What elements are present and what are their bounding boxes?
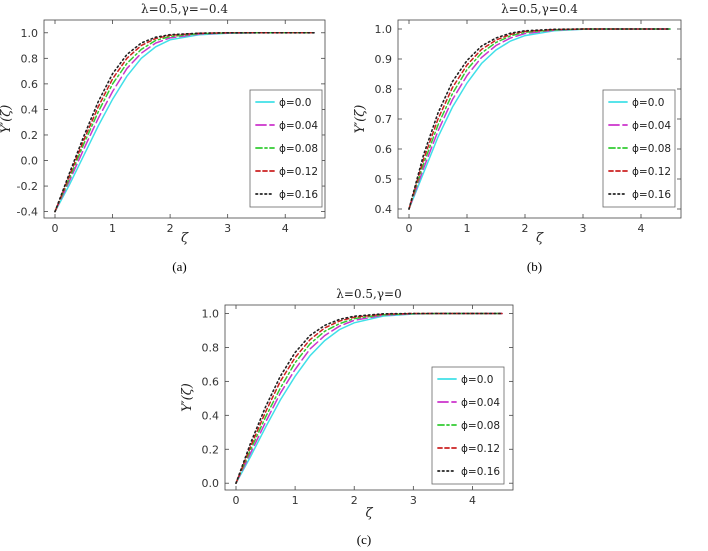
y-axis-label: Y′(ζ)	[353, 105, 368, 134]
series-line-4	[235, 312, 503, 484]
y-tick-label: 0.2	[21, 129, 39, 142]
y-tick-label: 0.2	[202, 443, 220, 456]
y-tick-label: -0.4	[17, 206, 38, 219]
legend-label-4: ϕ=0.16	[461, 466, 500, 478]
y-tick-label: 0.6	[375, 143, 393, 156]
series-line-4	[54, 31, 315, 213]
legend-label-3: ϕ=0.12	[461, 443, 500, 455]
legend-label-0: ϕ=0.0	[461, 374, 493, 386]
x-tick-label: 4	[282, 222, 289, 235]
y-axis-label: Y′(ζ)	[180, 383, 195, 412]
x-tick-label: 2	[522, 222, 529, 235]
legend-label-3: ϕ=0.12	[279, 166, 318, 178]
y-tick-label: 0.8	[202, 341, 220, 354]
x-tick-label: 0	[52, 222, 59, 235]
series-line-4	[408, 28, 671, 210]
legend: ϕ=0.0 ϕ=0.04 ϕ=0.08 ϕ=0.12 ϕ=0.16	[602, 89, 676, 208]
legend-label-1: ϕ=0.04	[461, 397, 500, 409]
chart-panel-2: λ=0.5,γ=0 0 1 2 3 4 0.0 0.2 0.4 0.6 0.8 1.0 ζ Y′(ζ) (c…	[180, 287, 514, 547]
chart-panel-0: λ=0.5,γ=−0.4 0 1 2 3 4 -0.4 -0.2 0.0 0.2 0.4 0.6 0.8…	[0, 2, 326, 274]
chart-panel-1: λ=0.5,γ=0.4 0 1 2 3 4 0.4 0.5 0.6 0.7 0.8 0.9 1.0 ζ Y′…	[353, 2, 682, 274]
legend-label-3: ϕ=0.12	[632, 166, 671, 178]
legend-label-0: ϕ=0.0	[279, 97, 311, 109]
legend-label-2: ϕ=0.08	[461, 420, 500, 432]
y-tick-label: -0.2	[17, 180, 38, 193]
x-tick-label: 1	[464, 222, 471, 235]
x-tick-label: 3	[410, 494, 417, 507]
x-tick-label: 4	[469, 494, 476, 507]
y-axis-label: Y′(ζ)	[0, 105, 14, 134]
y-tick-label: 0.9	[375, 53, 393, 66]
x-axis-label: ζ	[365, 506, 373, 521]
y-tick-label: 1.0	[202, 307, 220, 320]
x-axis-label: ζ	[181, 231, 189, 246]
legend-label-1: ϕ=0.04	[632, 120, 671, 132]
legend-label-2: ϕ=0.08	[279, 143, 318, 155]
legend: ϕ=0.0 ϕ=0.04 ϕ=0.08 ϕ=0.12 ϕ=0.16	[431, 366, 505, 485]
chart-title: λ=0.5,γ=0	[336, 287, 401, 301]
y-tick-label: 0.8	[375, 83, 393, 96]
x-tick-label: 3	[580, 222, 587, 235]
y-tick-label: 0.6	[202, 375, 220, 388]
x-tick-label: 1	[292, 494, 299, 507]
chart-title: λ=0.5,γ=−0.4	[141, 2, 228, 16]
y-tick-label: 0.7	[375, 113, 393, 126]
legend-label-1: ϕ=0.04	[279, 120, 318, 132]
subfigure-label: (c)	[357, 532, 371, 547]
y-tick-label: 0.4	[202, 409, 220, 422]
y-tick-label: 0.5	[375, 173, 393, 186]
x-tick-label: 2	[167, 222, 174, 235]
y-tick-label: 0.0	[21, 155, 39, 168]
series-line-3	[408, 28, 671, 210]
y-tick-label: 0.8	[21, 52, 39, 65]
plot-frame	[43, 19, 326, 219]
plot-frame	[224, 304, 514, 491]
series-line-1	[235, 312, 503, 484]
y-tick-label: 1.0	[21, 27, 39, 40]
legend-label-2: ϕ=0.08	[632, 143, 671, 155]
subfigure-label: (b)	[527, 259, 542, 274]
x-tick-label: 0	[406, 222, 413, 235]
subfigure-label: (a)	[172, 259, 186, 274]
legend-label-4: ϕ=0.16	[632, 189, 671, 201]
x-tick-label: 0	[233, 494, 240, 507]
y-tick-label: 1.0	[375, 23, 393, 36]
x-tick-label: 3	[224, 222, 231, 235]
legend-label-0: ϕ=0.0	[632, 97, 664, 109]
y-tick-label: 0.6	[21, 78, 39, 91]
y-tick-label: 0.4	[21, 103, 39, 116]
legend: ϕ=0.0 ϕ=0.04 ϕ=0.08 ϕ=0.12 ϕ=0.16	[249, 89, 323, 208]
x-tick-label: 4	[638, 222, 645, 235]
chart-title: λ=0.5,γ=0.4	[501, 2, 578, 16]
y-tick-label: 0.0	[202, 477, 220, 490]
y-tick-label: 0.4	[375, 203, 393, 216]
x-tick-label: 2	[351, 494, 358, 507]
x-axis-label: ζ	[536, 231, 544, 246]
x-tick-label: 1	[109, 222, 116, 235]
legend-label-4: ϕ=0.16	[279, 189, 318, 201]
